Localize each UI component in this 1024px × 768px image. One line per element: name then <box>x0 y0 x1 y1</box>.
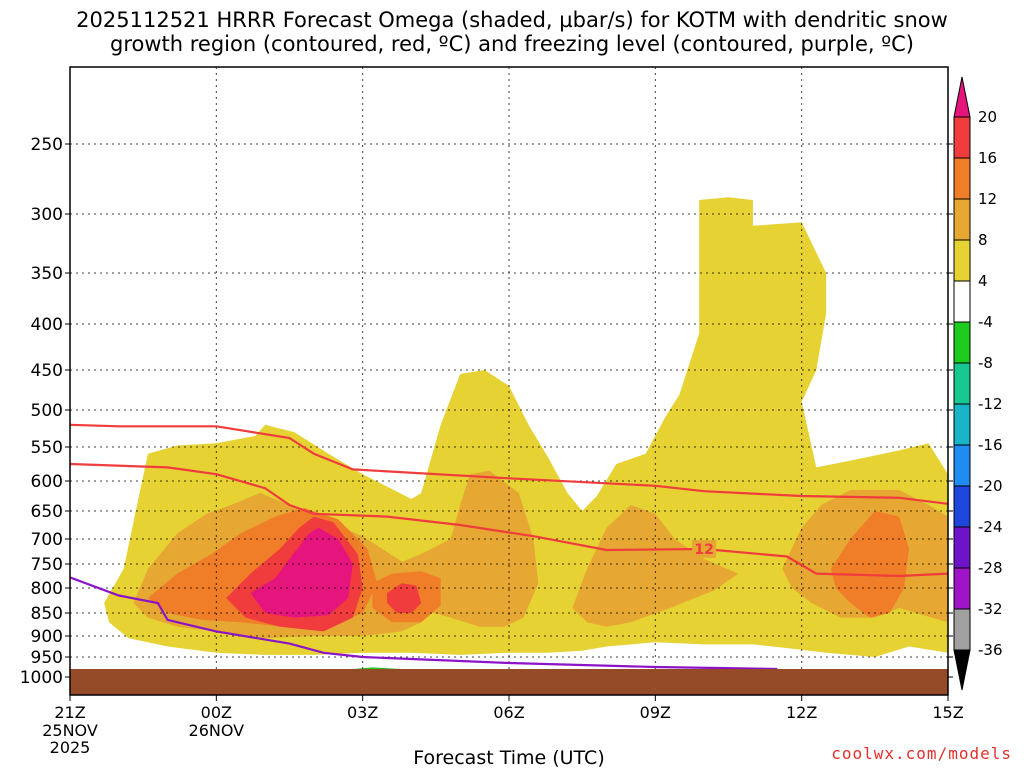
x-tick-label-12Z: 12Z <box>786 703 817 722</box>
colorbar-swatch-4 <box>953 280 971 323</box>
x-axis-label: Forecast Time (UTC) <box>413 747 604 768</box>
colorbar-swatch-11 <box>953 567 971 610</box>
colorbar-label-10: -24 <box>978 518 1003 536</box>
colorbar-swatch-1 <box>953 157 971 200</box>
colorbar-label-6: -8 <box>978 354 993 372</box>
colorbar-label-8: -16 <box>978 436 1003 454</box>
omega-gt20-core <box>250 527 353 618</box>
y-tick-label-450: 450 <box>31 361 63 381</box>
chart-title: 2025112521 HRRR Forecast Omega (shaded, … <box>0 8 1024 56</box>
colorbar-label-0: 20 <box>978 108 997 126</box>
omega-16-20-small <box>387 583 422 613</box>
colorbar-swatch-3 <box>953 239 971 282</box>
colorbar-label-2: 12 <box>978 190 997 208</box>
grid-lines <box>70 67 948 695</box>
colorbar-under-arrow <box>953 649 971 691</box>
colorbar-label-11: -28 <box>978 559 1003 577</box>
y-tick-label-350: 350 <box>31 264 63 284</box>
colorbar-label-12: -32 <box>978 600 1003 618</box>
colorbar-label-4: 4 <box>978 272 988 290</box>
colorbar-swatch-8 <box>953 444 971 487</box>
dgz-contour-label: 12 <box>694 542 713 558</box>
x-tick-label-15Z: 15Z <box>932 703 963 722</box>
colorbar-swatch-5 <box>953 321 971 364</box>
surface-terrain <box>70 669 948 695</box>
y-tick-label-850: 850 <box>31 604 63 624</box>
colorbar-swatch-10 <box>953 526 971 569</box>
y-tick-label-750: 750 <box>31 555 63 575</box>
dgz-label-bg <box>692 540 717 558</box>
x-tick-label-09Z: 09Z <box>640 703 671 722</box>
x-tick-label-00Z: 00Z <box>201 703 232 722</box>
surface-terrain-fill <box>70 669 948 695</box>
chart-title-line2: growth region (contoured, red, ºC) and f… <box>110 32 914 56</box>
y-tick-label-700: 700 <box>31 530 63 550</box>
y-tick-label-650: 650 <box>31 502 63 522</box>
y-tick-label-300: 300 <box>31 205 63 225</box>
colorbar-swatch-0 <box>953 116 971 159</box>
x-tick-date-00Z: 26NOV <box>189 721 245 740</box>
colorbar-label-9: -20 <box>978 477 1003 495</box>
colorbar: 20 16 12 8 4 -4 -8 -12 -16 -20 -24 -28 -32 -36 <box>953 76 1003 691</box>
y-tick-label-500: 500 <box>31 401 63 421</box>
x-tick-label-03Z: 03Z <box>347 703 378 722</box>
colorbar-label-3: 8 <box>978 231 988 249</box>
x-tick-year-21Z: 2025 <box>50 738 91 757</box>
y-tick-label-250: 250 <box>31 135 63 155</box>
x-tick-label-06Z: 06Z <box>493 703 524 722</box>
x-tick-date-21Z: 25NOV <box>42 721 98 740</box>
x-tick-label-21Z: 21Z <box>54 703 85 722</box>
colorbar-label-13: -36 <box>978 641 1003 659</box>
y-tick-label-550: 550 <box>31 438 63 458</box>
colorbar-swatch-6 <box>953 362 971 405</box>
freezing-level-contour <box>70 576 778 671</box>
chart-title-line1: 2025112521 HRRR Forecast Omega (shaded, … <box>76 8 948 32</box>
axes: 250 300 350 400 450 500 550 600 650 700 750 800 850 9… <box>20 66 964 757</box>
y-tick-label-900: 900 <box>31 627 63 647</box>
y-tick-label-950: 950 <box>31 648 63 668</box>
colorbar-swatch-9 <box>953 485 971 528</box>
y-tick-label-800: 800 <box>31 579 63 599</box>
colorbar-swatch-2 <box>953 198 971 241</box>
y-tick-label-1000: 1000 <box>20 668 63 688</box>
colorbar-label-5: -4 <box>978 313 993 331</box>
y-tick-label-400: 400 <box>31 315 63 335</box>
colorbar-swatch-7 <box>953 403 971 446</box>
dgz-contour-1 <box>70 462 948 578</box>
colorbar-swatch-12 <box>953 608 971 651</box>
contours: 12 <box>70 423 948 671</box>
y-tick-label-600: 600 <box>31 472 63 492</box>
dgz-contour-0 <box>70 423 948 505</box>
colorbar-label-7: -12 <box>978 395 1003 413</box>
colorbar-over-arrow <box>953 76 971 118</box>
credit-text: coolwx.com/models <box>831 744 1012 763</box>
colorbar-label-1: 16 <box>978 149 997 167</box>
